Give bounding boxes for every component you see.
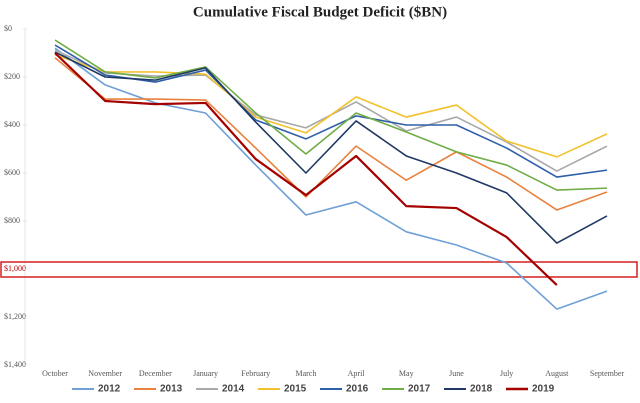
x-tick-label: March — [295, 369, 316, 378]
y-tick-label: $1,200 — [4, 312, 26, 321]
series-line — [54, 47, 608, 310]
x-tick-label: June — [449, 369, 464, 378]
y-tick-label: $1,000 — [4, 264, 26, 273]
legend-label: 2016 — [346, 384, 369, 395]
x-tick-label: October — [42, 369, 68, 378]
series-line — [54, 51, 608, 244]
legend-label: 2018 — [470, 384, 493, 395]
legend-label: 2019 — [532, 384, 555, 395]
y-tick-label: $0 — [4, 24, 12, 33]
series-line — [54, 39, 608, 191]
legend-label: 2014 — [222, 384, 245, 395]
y-tick-label: $800 — [4, 216, 20, 225]
legend-label: 2017 — [408, 384, 431, 395]
x-tick-label: May — [399, 369, 414, 378]
x-tick-label: April — [348, 369, 366, 378]
chart-title: Cumulative Fiscal Budget Deficit ($BN) — [193, 4, 447, 20]
x-tick-label: November — [88, 369, 122, 378]
x-tick-label: February — [241, 369, 270, 378]
highlight-box — [0, 261, 638, 278]
series-line — [54, 57, 608, 211]
legend-label: 2012 — [98, 384, 121, 395]
y-tick-label: $400 — [4, 120, 20, 129]
series-line — [54, 54, 608, 158]
legend-label: 2015 — [284, 384, 307, 395]
series-line — [54, 52, 558, 286]
x-tick-label: September — [590, 369, 625, 378]
x-tick-label: December — [139, 369, 172, 378]
series-line — [54, 44, 608, 178]
x-tick-label: January — [193, 369, 218, 378]
legend-label: 2013 — [160, 384, 183, 395]
y-tick-label: $200 — [4, 72, 20, 81]
x-tick-label: July — [500, 369, 513, 378]
y-tick-label: $1,400 — [4, 360, 26, 369]
x-tick-label: August — [545, 369, 569, 378]
y-tick-label: $600 — [4, 168, 20, 177]
